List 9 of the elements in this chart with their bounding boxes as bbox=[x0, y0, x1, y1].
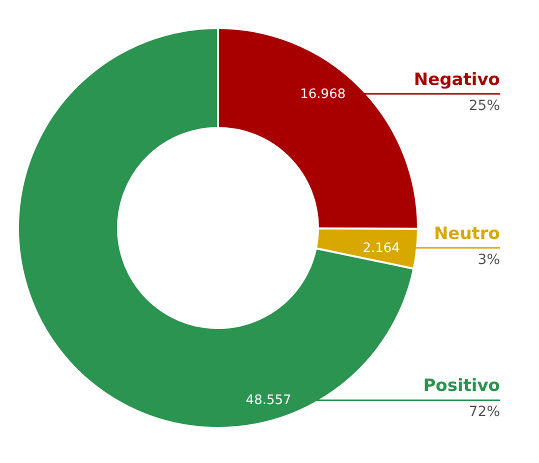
data-label: 48.557 bbox=[246, 393, 292, 408]
data-label: 2.164 bbox=[362, 240, 400, 256]
data-label: 16.968 bbox=[300, 86, 346, 102]
text: 25% bbox=[468, 98, 500, 114]
slice-label: Positivo bbox=[423, 376, 500, 396]
slice-label: Negativo bbox=[414, 70, 500, 90]
text: 72% bbox=[468, 404, 500, 420]
text: 3% bbox=[478, 252, 500, 268]
slice-label: Neutro bbox=[434, 224, 500, 244]
